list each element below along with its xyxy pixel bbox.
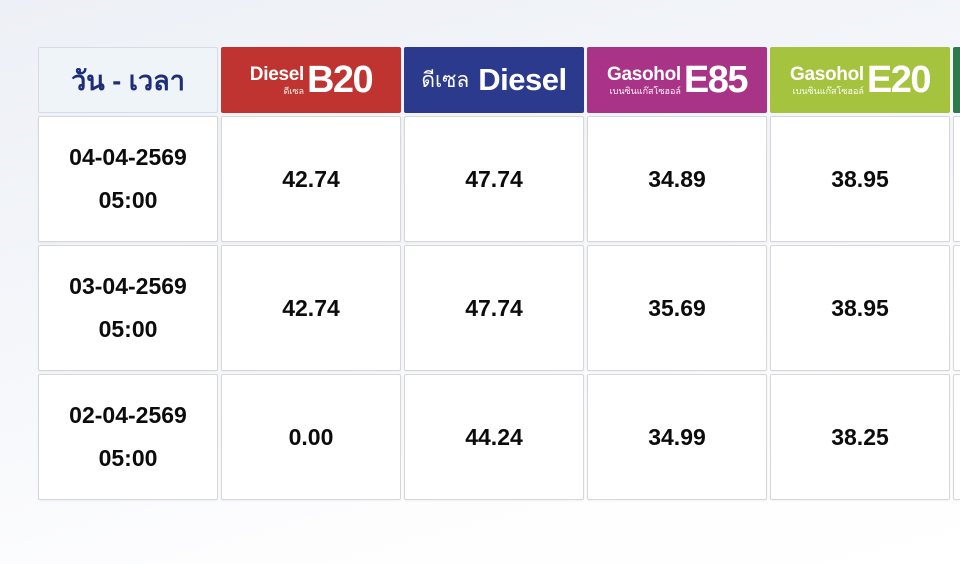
price-value: 42.74	[282, 294, 340, 321]
fuel-code-label: Diesel	[478, 62, 567, 97]
price-value: 34.89	[648, 165, 706, 192]
date-value: 03-04-2569	[69, 273, 187, 299]
fuel-brand-subtitle: ดีเซล	[283, 85, 304, 96]
time-value: 05:00	[98, 316, 158, 342]
fuel-code-label: E85	[683, 59, 749, 101]
price-cell-e20: 38.25	[770, 374, 950, 500]
price-cell-e85: 34.99	[587, 374, 767, 500]
price-value: 38.95	[831, 165, 889, 192]
date-value: 02-04-2569	[69, 402, 187, 428]
column-header-diesel-b20: Diesel ดีเซล B20	[221, 47, 401, 113]
price-value: 44.24	[465, 423, 523, 450]
price-cell-diesel: 47.74	[404, 245, 584, 371]
price-value: 0.00	[288, 423, 334, 450]
date-time-cell: 03-04-2569 05:00	[38, 245, 218, 371]
price-value: 42.74	[282, 165, 340, 192]
price-value: 47.74	[465, 165, 523, 192]
price-cell-e20: 38.95	[770, 116, 950, 242]
date-time-header-label: วัน - เวลา	[71, 65, 185, 96]
price-value: 47.74	[465, 294, 523, 321]
fuel-price-table: วัน - เวลา Diesel ดีเซล B20 ดีเซล Diesel…	[38, 47, 960, 500]
fuel-brand-label: Diesel	[249, 63, 304, 85]
column-header-diesel: ดีเซล Diesel	[404, 47, 584, 113]
fuel-brand-block: Diesel ดีเซล	[250, 65, 304, 96]
price-cell-b20: 0.00	[221, 374, 401, 500]
fuel-code-label: B20	[306, 59, 374, 101]
price-cell-diesel: 47.74	[404, 116, 584, 242]
fuel-brand-subtitle: เบนซินแก๊สโซฮอล์	[609, 85, 681, 96]
time-value: 05:00	[98, 187, 158, 213]
price-value: 38.95	[831, 294, 889, 321]
price-cell-b20: 42.74	[221, 245, 401, 371]
column-header-gasohol-e85: Gasohol เบนซินแก๊สโซฮอล์ E85	[587, 47, 767, 113]
column-header-gasohol-e20: Gasohol เบนซินแก๊สโซฮอล์ E20	[770, 47, 950, 113]
price-cell-e85: 34.89	[587, 116, 767, 242]
price-cell-e85: 35.69	[587, 245, 767, 371]
price-cell-cutoff	[953, 245, 960, 371]
price-cell-b20: 42.74	[221, 116, 401, 242]
price-cell-e20: 38.95	[770, 245, 950, 371]
fuel-brand-block: Gasohol เบนซินแก๊สโซฮอล์	[790, 65, 864, 96]
fuel-brand-label: ดีเซล	[421, 68, 470, 92]
date-time-cell: 04-04-2569 05:00	[38, 116, 218, 242]
column-header-date-time: วัน - เวลา	[38, 47, 218, 113]
fuel-brand-label: Gasohol	[606, 63, 681, 85]
price-cell-diesel: 44.24	[404, 374, 584, 500]
price-value: 34.99	[648, 423, 706, 450]
fuel-brand-subtitle: เบนซินแก๊สโซฮอล์	[792, 85, 864, 96]
fuel-code-label: E20	[866, 59, 932, 101]
price-cell-cutoff	[953, 116, 960, 242]
price-value: 38.25	[831, 423, 889, 450]
column-header-cutoff	[953, 47, 960, 113]
time-value: 05:00	[98, 445, 158, 471]
price-value: 35.69	[648, 294, 706, 321]
fuel-brand-block: Gasohol เบนซินแก๊สโซฮอล์	[607, 65, 681, 96]
date-time-cell: 02-04-2569 05:00	[38, 374, 218, 500]
price-cell-cutoff	[953, 374, 960, 500]
fuel-brand-label: Gasohol	[789, 63, 864, 85]
date-value: 04-04-2569	[69, 144, 187, 170]
